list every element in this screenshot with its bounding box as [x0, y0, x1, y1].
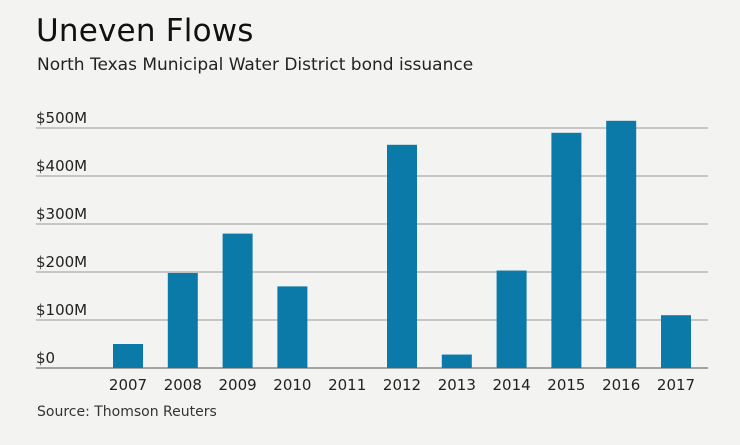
x-tick-label: 2015: [547, 376, 585, 394]
bar-2017: [661, 315, 691, 368]
x-tick-label: 2012: [383, 376, 421, 394]
x-tick-label: 2011: [328, 376, 366, 394]
bars: [113, 120, 691, 368]
bar-2008: [167, 272, 198, 368]
x-tick-label: 2008: [164, 376, 202, 394]
chart-subtitle: North Texas Municipal Water District bon…: [37, 55, 474, 75]
y-tick-label: $100M: [36, 301, 87, 319]
x-tick-label: 2010: [273, 376, 311, 394]
x-tick-label: 2014: [493, 376, 531, 394]
y-tick-label: $500M: [36, 109, 87, 127]
x-tick-label: 2009: [219, 376, 257, 394]
bar-2016: [606, 120, 637, 368]
bar-2014: [496, 270, 527, 368]
source-note: Source: Thomson Reuters: [37, 404, 217, 420]
bar-2007: [113, 344, 143, 368]
y-axis-labels: $0 $100M $200M $300M $400M $500M: [36, 109, 87, 367]
y-tick-label: $300M: [36, 205, 87, 223]
x-tick-label: 2017: [657, 376, 695, 394]
gridlines: [36, 127, 708, 369]
x-axis-labels: 2007 2008 2009 2010 2011 2012 2013 2014 2015 2016…: [109, 376, 695, 394]
x-tick-label: 2013: [438, 376, 476, 394]
bar-2015: [551, 132, 582, 368]
x-tick-label: 2007: [109, 376, 147, 394]
y-tick-label: $400M: [36, 157, 87, 175]
chart-title: Uneven Flows: [36, 13, 254, 49]
y-tick-label: $0: [36, 349, 55, 367]
bar-2012: [387, 144, 417, 368]
bar-2010: [277, 286, 308, 368]
bar-2013: [441, 354, 472, 368]
bar-2009: [222, 233, 253, 368]
x-tick-label: 2016: [602, 376, 640, 394]
y-tick-label: $200M: [36, 253, 87, 271]
